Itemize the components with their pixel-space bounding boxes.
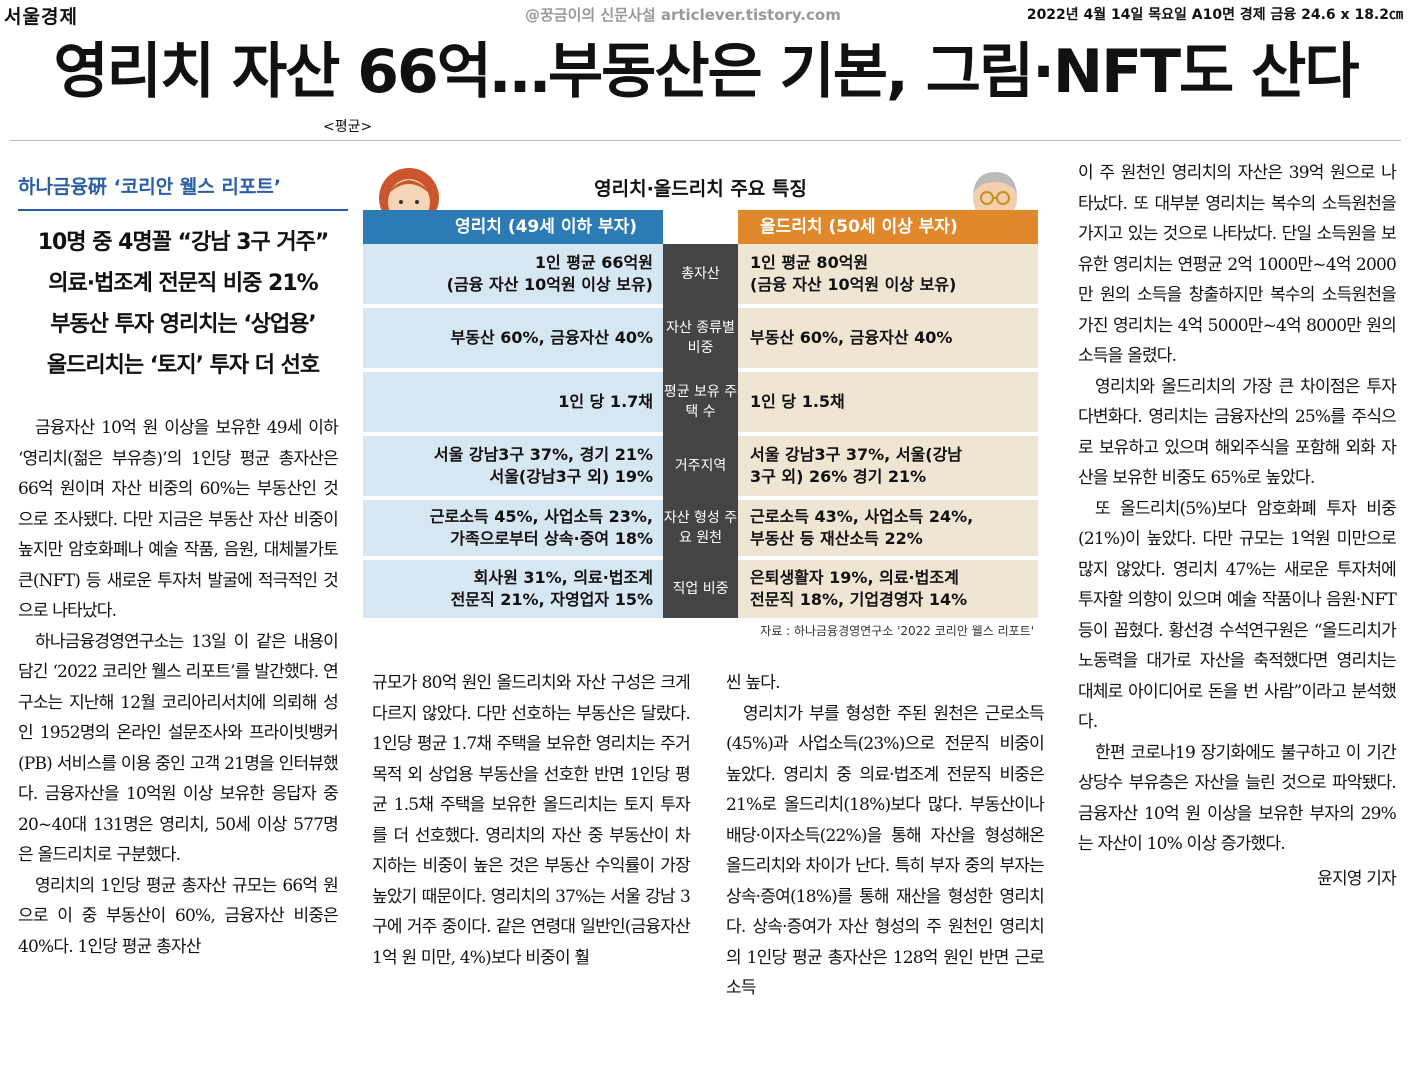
- old-cell: 서울 강남3구 37%, 서울(강남 3구 외) 26% 경기 21%: [738, 436, 1038, 496]
- table-row: 1인 당 1.7채 평균 보유 주택 수 1인 당 1.5채: [363, 372, 1038, 432]
- article-column-4: 이 주 원천인 영리치의 자산은 39억 원으로 나타났다. 또 대부분 영리치…: [1078, 158, 1397, 894]
- paragraph: 씬 높다.: [726, 673, 781, 693]
- article-column-3: 씬 높다. 영리치가 부를 형성한 주된 원천은 근로소득(45%)과 사업소득…: [726, 668, 1045, 1004]
- subheads: 10명 중 4명꼴 “강남 3구 거주” 의료·법조계 전문직 비중 21% 부…: [18, 222, 348, 386]
- young-cell: 부동산 60%, 금융자산 40%: [363, 308, 663, 368]
- infographic: 영리치·올드리치 주요 특징 영리치 (49세 이하 부자) 올드리치 (50세…: [363, 160, 1038, 646]
- old-cell: 부동산 60%, 금융자산 40%: [738, 308, 1038, 368]
- row-label: 자산 형성 주요 원천: [663, 510, 738, 546]
- old-rich-header: 올드리치 (50세 이상 부자): [738, 210, 1038, 244]
- headline: 영리치 자산 66억…부동산은 기본, 그림·NFT도 산다: [53, 37, 1359, 107]
- subhead: 10명 중 4명꼴 “강남 3구 거주”: [37, 230, 330, 255]
- young-cell: 회사원 31%, 의료·법조계 전문직 21%, 자영업자 15%: [363, 560, 663, 618]
- article-column-1: 금융자산 10억 원 이상을 보유한 49세 이하 ‘영리치(젊은 부유층)’의…: [18, 413, 339, 962]
- subhead: 올드리치는 ‘토지’ 투자 더 선호: [46, 353, 320, 378]
- table-row: 부동산 60%, 금융자산 40% 자산 종류별 비중 부동산 60%, 금융자…: [363, 308, 1038, 368]
- row-label: 총자산: [681, 266, 720, 282]
- article-column-2: 규모가 80억 원인 올드리치와 자산 구성은 크게 다르지 않았다. 다만 선…: [372, 668, 691, 973]
- table-row: 근로소득 45%, 사업소득 23%, 가족으로부터 상속·증여 18% 자산 형…: [363, 500, 1038, 556]
- watermark: @꿍금이의 신문사설 articlever.tistory.com: [525, 6, 841, 24]
- paragraph: 이 주 원천인 영리치의 자산은 39억 원으로 나타났다. 또 대부분 영리치…: [1078, 163, 1397, 366]
- source-note: 자료 : 하나금융경영연구소 '2022 코리안 웰스 리포트': [760, 624, 1034, 638]
- dateline: 2022년 4월 14일 목요일 A10면 경제 금융 24.6 x 18.2㎝: [1026, 7, 1403, 23]
- old-cell: 은퇴생활자 19%, 의료·법조계 전문직 18%, 기업경영자 14%: [738, 560, 1038, 618]
- paper-name: 서울경제: [4, 6, 78, 28]
- row-label: 거주지역: [674, 458, 727, 474]
- paragraph: 영리치가 부를 형성한 주된 원천은 근로소득(45%)과 사업소득(23%)으…: [726, 703, 1045, 999]
- label-column: [663, 244, 738, 618]
- young-cell: 서울 강남3구 37%, 경기 21% 서울(강남3구 외) 19%: [363, 436, 663, 496]
- paragraph: 영리치와 올드리치의 가장 큰 차이점은 투자 다변화다. 영리치는 금융자산의…: [1078, 376, 1397, 489]
- old-cell: 1인 평균 80억원 (금융 자산 10억원 이상 보유): [738, 244, 1038, 304]
- table-row: 서울 강남3구 37%, 경기 21% 서울(강남3구 외) 19% 거주지역 서…: [363, 436, 1038, 496]
- divider: [10, 140, 1401, 141]
- byline: 윤지영 기자: [1317, 868, 1397, 889]
- young-cell: 1인 당 1.7채: [363, 372, 663, 432]
- kicker-divider: [18, 209, 348, 211]
- paragraph: 규모가 80억 원인 올드리치와 자산 구성은 크게 다르지 않았다. 다만 선…: [372, 673, 691, 968]
- paragraph: 하나금융경영연구소는 13일 이 같은 내용이 담긴 ‘2022 코리안 웰스 …: [18, 631, 339, 866]
- paragraph: 영리치의 1인당 평균 총자산 규모는 66억 원으로 이 중 부동산이 60%…: [18, 875, 339, 957]
- average-note: <평균>: [323, 119, 373, 135]
- old-cell: 1인 당 1.5채: [738, 372, 1038, 432]
- table-row: 회사원 31%, 의료·법조계 전문직 21%, 자영업자 15% 직업 비중 은…: [363, 560, 1038, 618]
- paragraph: 또 올드리치(5%)보다 암호화폐 투자 비중(21%)이 높았다. 다만 규모…: [1078, 498, 1397, 733]
- subhead: 의료·법조계 전문직 비중 21%: [48, 271, 318, 296]
- row-label: 평균 보유 주택 수: [663, 384, 738, 420]
- subhead: 부동산 투자 영리치는 ‘상업용’: [50, 312, 317, 337]
- young-rich-header: 영리치 (49세 이하 부자): [363, 210, 663, 244]
- old-cell: 근로소득 43%, 사업소득 24%, 부동산 등 재산소득 22%: [738, 500, 1038, 556]
- young-cell: 근로소득 45%, 사업소득 23%, 가족으로부터 상속·증여 18%: [363, 500, 663, 556]
- kicker: 하나금융硏 ‘코리안 웰스 리포트’: [18, 176, 282, 198]
- table-row: 1인 평균 66억원 (금융 자산 10억원 이상 보유) 총자산 1인 평균 8…: [363, 244, 1038, 304]
- masthead: 서울경제 @꿍금이의 신문사설 articlever.tistory.com 2…: [0, 0, 1411, 28]
- young-cell: 1인 평균 66억원 (금융 자산 10억원 이상 보유): [363, 244, 663, 304]
- paragraph: 한편 코로나19 장기화에도 불구하고 이 기간 상당수 부유층은 자산을 늘린…: [1078, 742, 1397, 855]
- paragraph: 금융자산 10억 원 이상을 보유한 49세 이하 ‘영리치(젊은 부유층)’의…: [18, 418, 339, 621]
- infographic-title: 영리치·올드리치 주요 특징: [594, 178, 807, 200]
- row-label: 직업 비중: [672, 581, 729, 597]
- row-label: 자산 종류별 비중: [666, 320, 735, 356]
